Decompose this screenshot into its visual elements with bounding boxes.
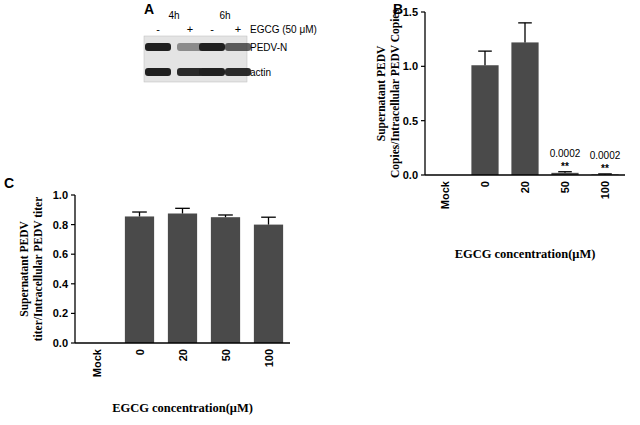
y-axis-label: titer/Intracellular PEDV titer xyxy=(32,197,44,342)
x-tick-label: 100 xyxy=(599,181,611,199)
x-axis xyxy=(425,174,625,175)
panel-letter: C xyxy=(4,175,14,191)
x-tick-label: 20 xyxy=(519,181,531,193)
treatment-label: EGCG (50 μM) xyxy=(250,24,317,35)
error-bar xyxy=(478,51,492,65)
error-cap xyxy=(132,211,147,212)
y-tick-label: 0.8 xyxy=(53,219,68,231)
row-label: PEDV-N xyxy=(250,42,287,53)
y-tick-label: 0.2 xyxy=(53,307,68,319)
error-stem xyxy=(139,212,140,216)
band xyxy=(199,68,225,76)
annotation: ** xyxy=(561,161,569,172)
bar xyxy=(511,42,538,175)
y-axis-label: Supernatant PEDV xyxy=(375,45,388,141)
bar xyxy=(254,225,283,343)
lane-sign: + xyxy=(187,23,193,35)
error-bar xyxy=(218,215,233,217)
x-tick-label: 50 xyxy=(220,349,232,361)
y-tick xyxy=(71,313,75,314)
y-tick-label: 1.0 xyxy=(403,60,418,72)
y-tick-label: 1.5 xyxy=(403,6,418,18)
y-tick xyxy=(421,174,425,175)
annotation: 0.0002 xyxy=(550,148,581,159)
bar-chart: C 0.0 0.2 0.4 0.6 0.8 1.0 Mock 0 20 50 100 EGCG conc… xyxy=(4,175,290,415)
bar xyxy=(125,216,154,343)
y-tick-label: 0.0 xyxy=(403,169,418,181)
x-tick-label: 100 xyxy=(263,349,275,367)
error-stem xyxy=(268,217,269,224)
y-tick-label: 1.0 xyxy=(53,189,68,201)
blot-panel: A4h6h-+-+EGCG (50 μM)PEDV-Nactin xyxy=(144,1,317,82)
figure: A4h6h-+-+EGCG (50 μM)PEDV-NactinB0.00.51… xyxy=(0,0,640,425)
lane-sign: - xyxy=(210,23,214,35)
error-cap xyxy=(261,217,276,218)
error-bar xyxy=(132,212,147,216)
bar xyxy=(211,217,240,343)
error-cap xyxy=(175,208,190,209)
error-stem xyxy=(182,208,183,213)
bar-chart: B0.00.51.01.5Mock02050100EGCG concentrat… xyxy=(375,1,625,261)
lane-sign: + xyxy=(235,23,241,35)
y-tick-label: 0.0 xyxy=(53,337,68,349)
error-bar xyxy=(558,172,572,173)
bar xyxy=(168,214,197,344)
error-cap xyxy=(218,214,233,215)
error-bar xyxy=(175,208,190,213)
x-axis xyxy=(75,342,290,343)
lane-sign: - xyxy=(156,23,160,35)
time-label: 6h xyxy=(219,10,230,21)
annotation: ** xyxy=(601,163,609,174)
y-axis xyxy=(424,12,425,175)
row-label: actin xyxy=(250,67,271,78)
y-tick-label: 0.5 xyxy=(403,115,418,127)
y-axis xyxy=(74,195,75,343)
bar xyxy=(471,65,498,175)
error-bar xyxy=(261,217,276,224)
y-tick xyxy=(71,342,75,343)
band xyxy=(225,68,251,76)
x-tick-label: 20 xyxy=(177,349,189,361)
y-tick xyxy=(71,254,75,255)
error-stem xyxy=(484,51,485,65)
y-tick xyxy=(421,11,425,12)
band xyxy=(225,43,251,51)
y-tick-label: 0.4 xyxy=(53,278,69,290)
band xyxy=(145,43,171,51)
band xyxy=(145,68,171,76)
y-tick xyxy=(71,194,75,195)
y-tick xyxy=(421,120,425,121)
y-tick-label: 0.6 xyxy=(53,248,68,260)
x-axis-label: EGCG concentration(μM) xyxy=(112,401,253,415)
time-label: 4h xyxy=(168,10,179,21)
annotation: 0.0002 xyxy=(590,150,621,161)
panel-letter: A xyxy=(144,1,154,17)
error-cap xyxy=(478,50,492,51)
band xyxy=(199,43,225,51)
error-bar xyxy=(518,23,532,43)
x-tick-label: Mock xyxy=(439,180,451,209)
y-axis-label: Copies/Intracellular PEDV Copies xyxy=(389,9,402,178)
x-tick-label: 0 xyxy=(479,181,491,187)
y-tick xyxy=(71,224,75,225)
y-tick xyxy=(421,66,425,67)
x-tick-label: 50 xyxy=(559,181,571,193)
error-cap xyxy=(518,22,532,23)
x-tick-label: 0 xyxy=(134,349,146,355)
y-tick xyxy=(71,283,75,284)
marks xyxy=(125,208,283,343)
y-axis-label: Supernatant PEDV xyxy=(18,221,31,317)
error-stem xyxy=(524,23,525,43)
x-tick-label: Mock xyxy=(91,348,103,377)
x-axis-label: EGCG concentration(μM) xyxy=(455,247,596,261)
